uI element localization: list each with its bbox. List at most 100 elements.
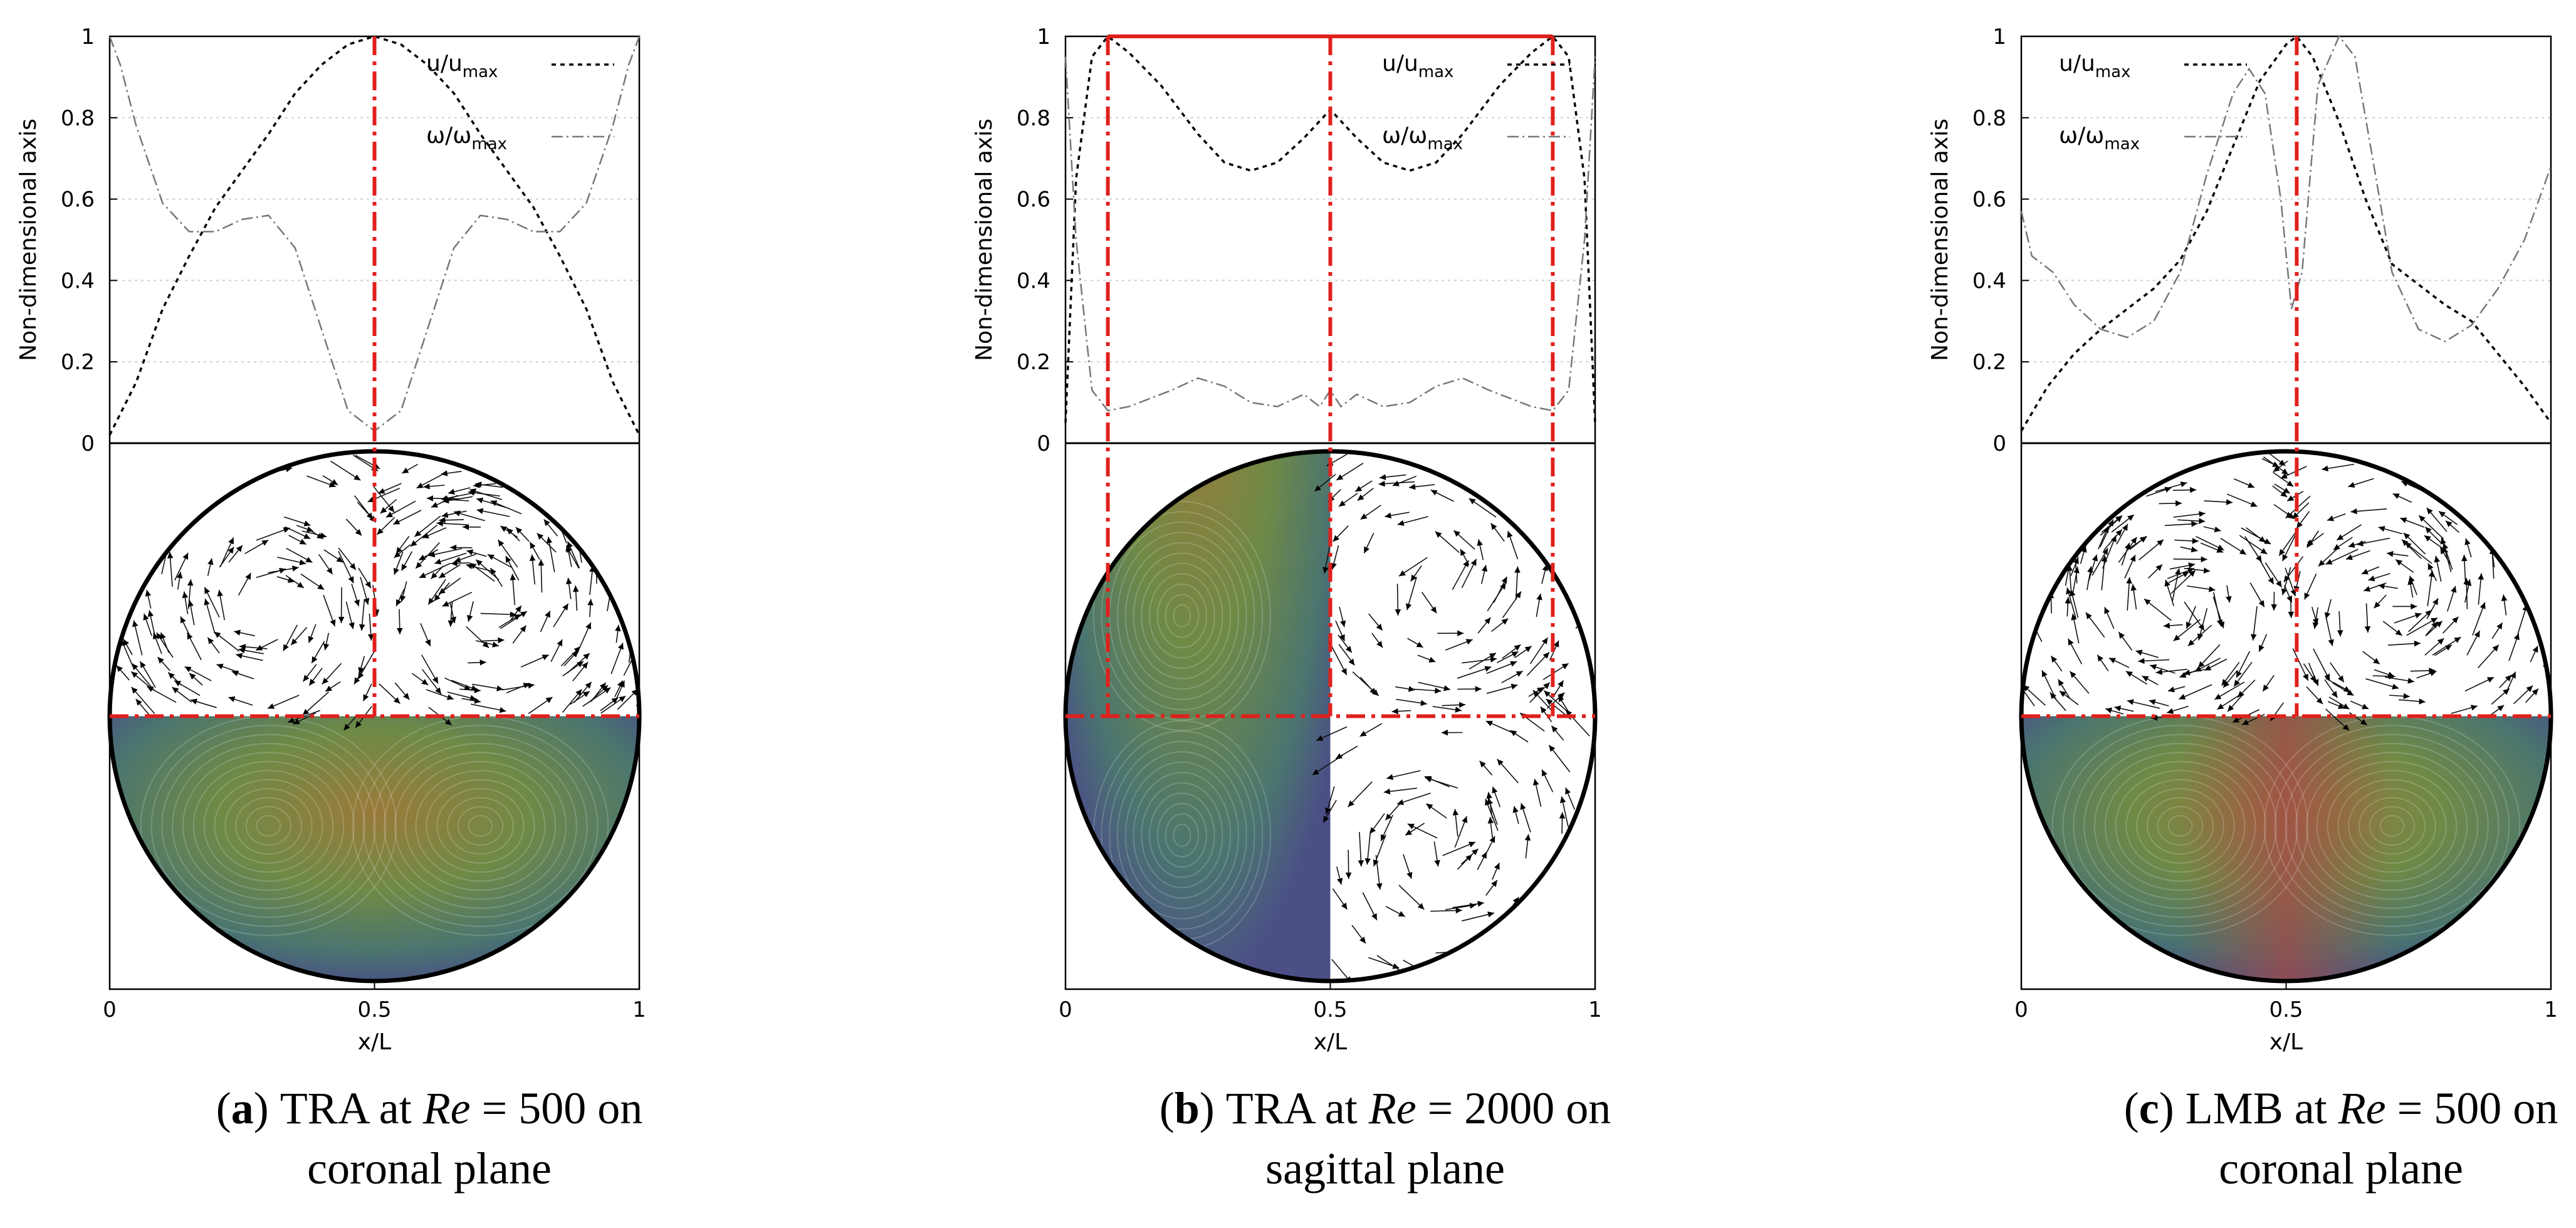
arrow-head <box>476 559 483 566</box>
arrow-head <box>2173 634 2181 641</box>
arrow-head <box>1417 903 1425 910</box>
streamline <box>2306 752 2478 900</box>
arrow-head <box>444 718 452 725</box>
arrow-head <box>279 567 286 574</box>
arrow-head <box>1312 769 1319 775</box>
arrow-head <box>365 581 371 589</box>
arrow-head <box>1485 720 1493 727</box>
x-tick-label: 0.5 <box>2269 997 2303 1022</box>
arrow-head <box>2087 566 2093 573</box>
legend-subscript: max <box>1427 135 1463 154</box>
arrow-head <box>1364 546 1369 554</box>
arrow-head <box>2118 632 2125 639</box>
arrow-head <box>2125 671 2133 677</box>
arrow-head <box>234 629 241 636</box>
x-tick-label: 1 <box>1588 997 1602 1022</box>
arrow-head <box>1486 792 1492 799</box>
arrow-head <box>1511 683 1518 690</box>
arrow-head <box>1434 859 1440 867</box>
arrow-head <box>593 558 600 565</box>
arrow-head <box>1501 577 1507 584</box>
legend-subscript: max <box>2095 63 2131 81</box>
arrow-head <box>2051 656 2058 663</box>
arrow-head <box>2368 575 2375 582</box>
arrow-head <box>2201 556 2207 563</box>
arrow-head <box>2296 521 2303 528</box>
arrow-head <box>2157 539 2164 546</box>
arrow-head <box>353 474 361 481</box>
arrow-head <box>328 481 336 488</box>
streamline <box>2337 779 2447 873</box>
streamline <box>447 797 514 855</box>
arrow-head <box>401 564 407 571</box>
arrow-head <box>469 488 477 495</box>
y-tick-label: 0.8 <box>61 106 95 131</box>
arrow-head <box>1406 872 1413 879</box>
arrow-head <box>2348 542 2355 548</box>
arrow-head <box>528 683 535 689</box>
arrow-head <box>2073 557 2079 565</box>
caption-value: = 500 on <box>2385 1083 2558 1133</box>
arrow-head <box>2191 546 2198 553</box>
arrow-head <box>2258 600 2264 607</box>
arrow-head <box>2272 461 2280 467</box>
arrow-head <box>2461 555 2468 562</box>
panel-c-figure: 0 0.5 1 0 0.2 0.4 0.6 0.8 1 x/L Non-dimensional ax… <box>1927 24 2558 1055</box>
x-tick-label: 1 <box>2544 997 2558 1022</box>
arrow-head <box>585 622 592 630</box>
arrow-head <box>416 482 424 488</box>
arrow-head <box>1383 788 1391 795</box>
arrow-head <box>2280 491 2288 497</box>
arrow-head <box>320 532 327 538</box>
legend-label: u/umax <box>2059 51 2130 81</box>
arrow-head <box>2102 548 2108 555</box>
arrow-head <box>2279 548 2285 556</box>
arrow-head <box>1514 566 1521 573</box>
arrow-head <box>132 620 139 627</box>
streamline <box>1173 823 1191 848</box>
arrow-head <box>2138 658 2145 664</box>
caption-text: LMB at <box>2185 1083 2338 1133</box>
arrow-head <box>546 537 553 543</box>
arrow-head <box>2155 669 2163 675</box>
arrow-head <box>135 569 142 576</box>
arrow-head <box>2282 554 2288 562</box>
arrow-head <box>1579 613 1586 621</box>
y-tick-label: 1 <box>1992 24 2006 50</box>
arrow-head <box>187 632 193 640</box>
arrow-head <box>1489 836 1495 843</box>
arrow-head <box>426 495 433 501</box>
arrow-head <box>1443 685 1450 691</box>
arrow-head <box>2333 543 2340 550</box>
arrow-head <box>2440 537 2446 545</box>
arrow-head <box>529 554 536 561</box>
caption-letter: a <box>231 1083 254 1133</box>
caption-variable: Re <box>422 1083 471 1133</box>
arrow-head <box>482 641 490 648</box>
arrow-head <box>355 721 362 728</box>
arrow-head <box>565 577 572 585</box>
arrow-head <box>305 557 313 563</box>
arrow-head <box>490 500 498 506</box>
arrow-head <box>1453 530 1460 537</box>
arrow-head <box>2180 481 2187 488</box>
streamline <box>1141 782 1223 889</box>
arrow-head <box>441 512 449 518</box>
arrow-head <box>2290 589 2296 597</box>
arrow-head <box>2479 602 2486 609</box>
arrow-head <box>2424 535 2431 542</box>
arrow-head <box>331 479 338 485</box>
streamline <box>256 815 281 837</box>
arrow-head <box>2505 674 2512 682</box>
arrow-head <box>1391 708 1398 715</box>
arrow-head <box>474 687 481 693</box>
arrow-head <box>1543 682 1550 690</box>
arrow-head <box>2373 658 2380 664</box>
arrow-head <box>419 572 426 578</box>
legend-subscript: max <box>463 63 498 81</box>
arrow-head <box>2378 583 2385 589</box>
arrow-head <box>184 666 192 673</box>
arrow-head <box>515 527 523 534</box>
arrow-head <box>261 540 269 546</box>
arrow-head <box>367 634 374 641</box>
